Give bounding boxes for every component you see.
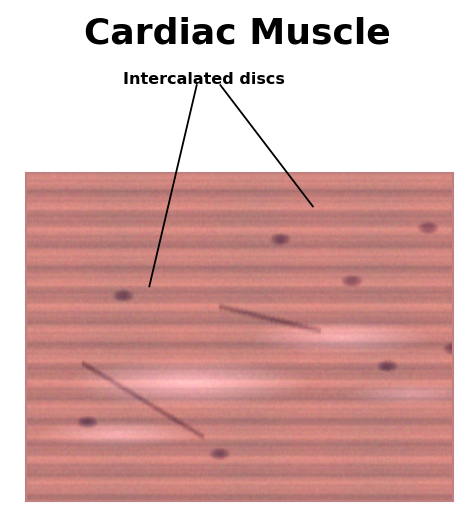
Text: Cardiac Muscle: Cardiac Muscle [83, 17, 391, 51]
Text: Intercalated discs: Intercalated discs [123, 72, 285, 88]
